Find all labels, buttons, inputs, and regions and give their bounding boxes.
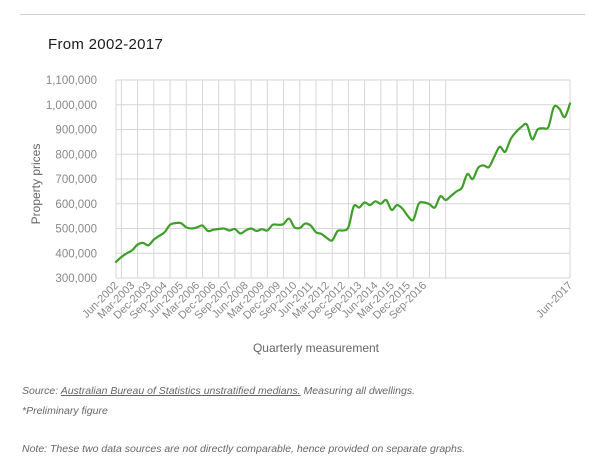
y-tick-label: 400,000 [55, 248, 97, 260]
grid-lines [115, 79, 571, 279]
y-tick-label: 800,000 [55, 149, 97, 161]
line-chart: 300,000 400,000 500,000 600,000 700,000 800,0… [29, 75, 575, 355]
y-axis-label: Property prices [29, 144, 43, 225]
comparability-note: Note: These two data sources are not dir… [22, 443, 466, 455]
y-tick-label: 500,000 [55, 224, 97, 236]
top-divider [20, 14, 585, 15]
y-tick-label: 600,000 [55, 199, 97, 211]
y-tick-label: 1,100,000 [46, 75, 97, 87]
y-tick-label: 1,000,000 [46, 100, 97, 112]
source-suffix: Measuring all dwellings. [300, 385, 415, 397]
y-tick-label: 300,000 [55, 273, 97, 285]
y-tick-label: 900,000 [55, 125, 97, 137]
x-tick-label: Jun-2017 [534, 280, 575, 321]
source-note: Source: Australian Bureau of Statistics … [22, 385, 415, 397]
y-tick-label: 700,000 [55, 174, 97, 186]
y-tick-labels: 300,000 400,000 500,000 600,000 700,000 800,0… [46, 75, 97, 285]
price-series-line [114, 102, 572, 263]
source-link[interactable]: Australian Bureau of Statistics unstrati… [60, 385, 301, 397]
source-prefix: Source: [22, 385, 61, 397]
x-tick-labels: Jun-2002Mar-2003Dec-2003Sep-2004Jun-2005… [80, 280, 575, 322]
preliminary-note: *Preliminary figure [22, 405, 108, 417]
chart-heading: From 2002-2017 [48, 36, 164, 53]
x-axis-label: Quarterly measurement [253, 341, 380, 355]
